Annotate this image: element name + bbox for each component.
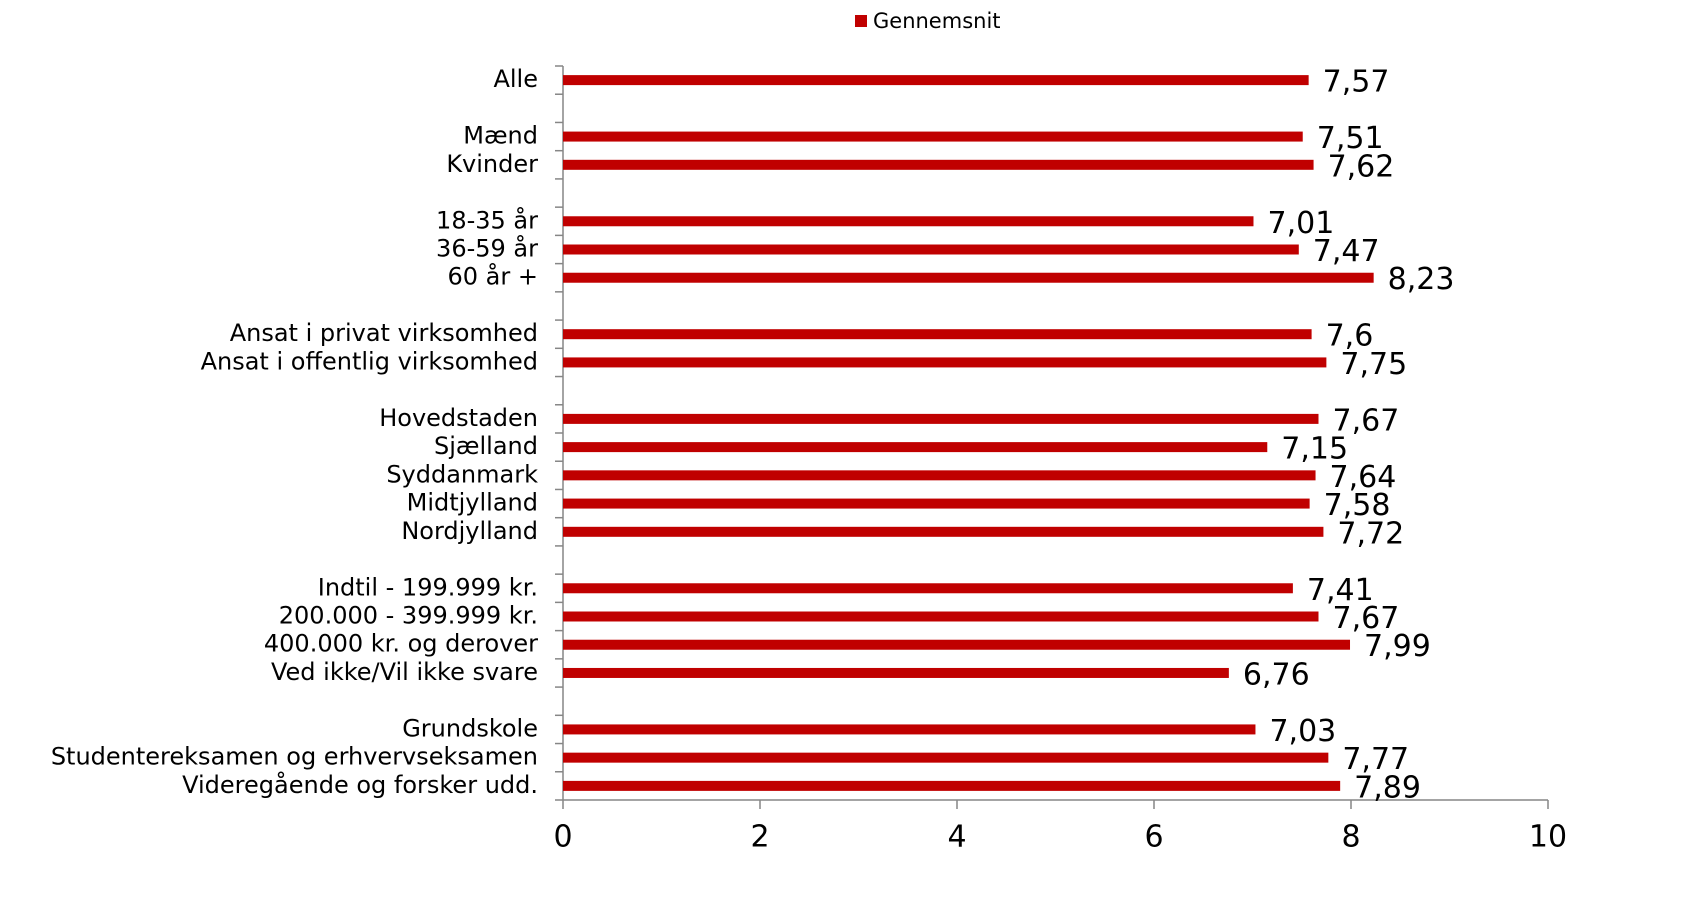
data-label: 7,75 xyxy=(1340,347,1407,382)
bar xyxy=(563,131,1303,142)
y-tick-label: Mænd xyxy=(463,122,538,150)
bar xyxy=(563,639,1351,650)
y-tick-label: Indtil - 199.999 kr. xyxy=(318,573,538,601)
bar xyxy=(563,724,1256,735)
data-label: 7,03 xyxy=(1269,714,1336,749)
y-tick-label: 60 år + xyxy=(448,262,538,291)
data-label: 7,62 xyxy=(1328,149,1395,184)
y-tick-label: 36-59 år xyxy=(436,234,538,263)
bar xyxy=(563,583,1293,594)
bar xyxy=(563,442,1268,453)
x-tick-label: 6 xyxy=(1144,820,1163,855)
x-tick-label: 0 xyxy=(553,820,572,855)
bar xyxy=(563,159,1314,170)
bar xyxy=(563,752,1329,763)
bar xyxy=(563,667,1229,678)
bar xyxy=(563,357,1327,368)
bar xyxy=(563,75,1309,86)
bar xyxy=(563,244,1299,255)
bar xyxy=(563,611,1319,622)
x-tick-label: 2 xyxy=(750,820,769,855)
x-tick-label: 10 xyxy=(1529,820,1567,855)
data-label: 7,67 xyxy=(1332,403,1399,438)
y-tick-label: 18-35 år xyxy=(436,205,538,234)
data-label: 7,72 xyxy=(1337,516,1404,551)
bar xyxy=(563,413,1319,424)
x-tick-label: 8 xyxy=(1341,820,1360,855)
data-label: 7,58 xyxy=(1324,488,1391,523)
data-label: 7,89 xyxy=(1354,770,1421,805)
bar xyxy=(563,216,1254,227)
data-label: 7,64 xyxy=(1330,460,1397,495)
data-label: 8,23 xyxy=(1388,262,1455,297)
data-label: 7,15 xyxy=(1281,432,1348,467)
y-tick-label: 400.000 kr. og derover xyxy=(264,630,538,658)
y-tick-label: Alle xyxy=(493,65,538,93)
x-tick-label: 4 xyxy=(947,820,966,855)
bar xyxy=(563,329,1312,340)
y-tick-label: Syddanmark xyxy=(386,460,538,488)
y-tick-label: Midtjylland xyxy=(407,489,538,517)
y-tick-label: Sjælland xyxy=(434,432,538,460)
data-label: 7,77 xyxy=(1342,742,1409,777)
data-label: 7,01 xyxy=(1267,206,1334,241)
data-label: 7,51 xyxy=(1317,121,1384,156)
bar xyxy=(563,470,1316,481)
data-label: 7,6 xyxy=(1326,319,1374,354)
y-tick-label: Videregående og forsker udd. xyxy=(182,770,538,799)
y-tick-label: Hovedstaden xyxy=(379,404,538,432)
y-tick-label: Studentereksamen og erhvervseksamen xyxy=(51,743,538,771)
bar xyxy=(563,498,1310,509)
legend-swatch xyxy=(855,15,867,27)
legend-label: Gennemsnit xyxy=(873,9,1001,33)
y-tick-label: Kvinder xyxy=(446,150,538,178)
data-label: 6,76 xyxy=(1243,657,1310,692)
y-tick-label: Ansat i privat virksomhed xyxy=(230,319,538,347)
bar xyxy=(563,272,1374,283)
y-tick-label: Ved ikke/Vil ikke svare xyxy=(271,658,538,686)
y-tick-label: Grundskole xyxy=(402,714,538,742)
y-tick-label: Ansat i offentlig virksomhed xyxy=(201,347,538,375)
data-label: 7,99 xyxy=(1364,629,1431,664)
y-tick-label: 200.000 - 399.999 kr. xyxy=(279,602,538,630)
bar xyxy=(563,780,1341,791)
data-label: 7,47 xyxy=(1313,234,1380,269)
data-label: 7,41 xyxy=(1307,573,1374,608)
bar xyxy=(563,526,1324,537)
data-label: 7,67 xyxy=(1332,601,1399,636)
y-tick-label: Nordjylland xyxy=(401,517,538,545)
data-label: 7,57 xyxy=(1323,65,1390,100)
